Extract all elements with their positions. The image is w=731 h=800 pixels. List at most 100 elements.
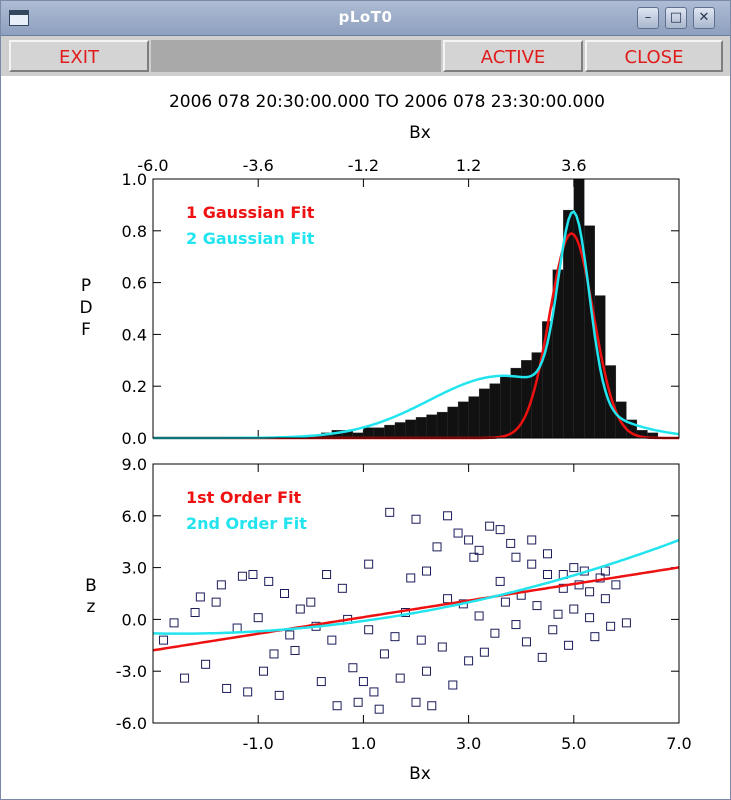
legend-1st-order-fit: 1st Order Fit	[186, 488, 302, 507]
scatter-point	[211, 597, 221, 607]
scatter-point	[385, 507, 395, 517]
pdf-ylabel-p: P	[81, 276, 91, 296]
bz-xlabel: Bx	[409, 764, 431, 784]
scatter-point	[269, 649, 279, 659]
scatter-point	[537, 652, 547, 662]
bz-ytick-label: -6.0	[116, 714, 147, 733]
scatter-point	[159, 635, 169, 645]
pdf-plot-frame	[152, 178, 680, 439]
legend-2nd-order-fit: 2nd Order Fit	[186, 514, 307, 533]
bz-ytick-label: 9.0	[122, 455, 147, 474]
bz-xtick-label: -1.0	[243, 734, 274, 753]
scatter-point	[316, 677, 326, 687]
bz-ytick-label: 0.0	[122, 610, 147, 629]
pdf-ytick-label: 0.8	[122, 222, 147, 241]
scatter-point	[358, 677, 368, 687]
active-button[interactable]: ACTIVE	[443, 40, 583, 72]
pdf-bar	[478, 388, 490, 439]
scatter-point	[369, 687, 379, 697]
scatter-point	[464, 656, 474, 666]
scatter-point	[511, 552, 521, 562]
scatter-point	[490, 628, 500, 638]
scatter-point	[611, 580, 621, 590]
scatter-point	[169, 618, 179, 628]
scatter-point	[332, 701, 342, 711]
minimize-icon[interactable]: –	[637, 7, 659, 29]
scatter-point	[348, 663, 358, 673]
scatter-point	[432, 542, 442, 552]
scatter-point	[390, 632, 400, 642]
scatter-point	[253, 613, 263, 623]
close-icon[interactable]: ✕	[693, 7, 715, 29]
maximize-icon[interactable]: □	[665, 7, 687, 29]
scatter-point	[422, 566, 432, 576]
scatter-point	[280, 589, 289, 598]
scatter-point	[443, 594, 453, 604]
scatter-point	[621, 618, 631, 628]
time-range-label: 2006 078 20:30:00.000 TO 2006 078 23:30:…	[169, 92, 605, 112]
bz-ytick-label: -3.0	[116, 662, 147, 681]
bz-ytick-label: 6.0	[122, 507, 147, 526]
close-button[interactable]: CLOSE	[585, 40, 723, 72]
bz-xtick-label: 5.0	[561, 734, 586, 753]
pdf-ylabel-f: F	[81, 320, 91, 340]
scatter-point	[600, 566, 610, 576]
scatter-point	[511, 620, 521, 630]
scatter-point	[406, 573, 416, 583]
pdf-bar	[500, 375, 511, 439]
bz-scatter-panel: -1.0 1.0 3.0 5.0 7.0 -6.0-3.00.03.06.09.0 B …	[85, 455, 692, 784]
scatter-point	[364, 625, 374, 635]
scatter-point	[464, 535, 474, 545]
scatter-point	[469, 552, 479, 562]
toolbar-spacer	[151, 40, 441, 72]
scatter-point	[264, 576, 274, 586]
pdf-bar	[373, 427, 385, 439]
scatter-point	[474, 545, 484, 555]
scatter-point	[248, 570, 258, 580]
pdf-ytick-label: 0.0	[122, 429, 147, 448]
scatter-point	[485, 521, 495, 531]
scatter-point	[195, 592, 205, 602]
scatter-point	[474, 611, 484, 621]
scatter-point	[243, 687, 253, 697]
scatter-point	[558, 583, 568, 593]
pdf-bar	[405, 419, 417, 439]
scatter-point	[274, 690, 284, 700]
scatter-point	[353, 697, 363, 707]
pdf-bar	[363, 427, 375, 439]
scatter-point	[322, 570, 332, 580]
window-menu-icon[interactable]	[9, 10, 29, 26]
title-bar[interactable]: pLoT0 – □ ✕	[1, 1, 730, 36]
pdf-xlabel: Bx	[409, 123, 431, 143]
pdf-xtick-label: 1.2	[456, 156, 481, 175]
exit-button[interactable]: EXIT	[9, 40, 149, 72]
first-order-fit-line	[152, 566, 680, 652]
scatter-point	[411, 514, 421, 524]
scatter-point	[590, 632, 600, 642]
scatter-point	[379, 649, 389, 659]
pdf-xtick-label: -6.0	[137, 156, 168, 175]
scatter-point	[290, 645, 300, 655]
scatter-point	[222, 683, 232, 693]
scatter-point	[374, 704, 384, 714]
pdf-bar	[605, 365, 617, 439]
scatter-point	[506, 538, 516, 548]
scatter-point	[216, 580, 226, 590]
scatter-point	[453, 528, 463, 538]
pdf-bar	[426, 414, 438, 439]
scatter-point	[400, 607, 410, 617]
scatter-point	[337, 583, 347, 593]
scatter-point	[532, 601, 542, 611]
scatter-point	[569, 604, 579, 614]
scatter-point	[437, 642, 447, 652]
pdf-histogram-panel: Bx -6.0 -3.6 -1.2 1.2 3.6 0.0 0.2 0.4 0.6 0.8 1.0…	[79, 123, 680, 448]
scatter-point	[422, 666, 432, 676]
scatter-point	[495, 576, 505, 586]
bz-plot-frame	[152, 463, 680, 724]
pdf-xtick-label: -1.2	[348, 156, 379, 175]
scatter-point	[306, 597, 316, 607]
second-order-fit-line	[153, 538, 680, 635]
scatter-point	[495, 525, 505, 535]
pdf-ytick-label: 0.6	[122, 274, 147, 293]
scatter-point	[285, 630, 295, 640]
